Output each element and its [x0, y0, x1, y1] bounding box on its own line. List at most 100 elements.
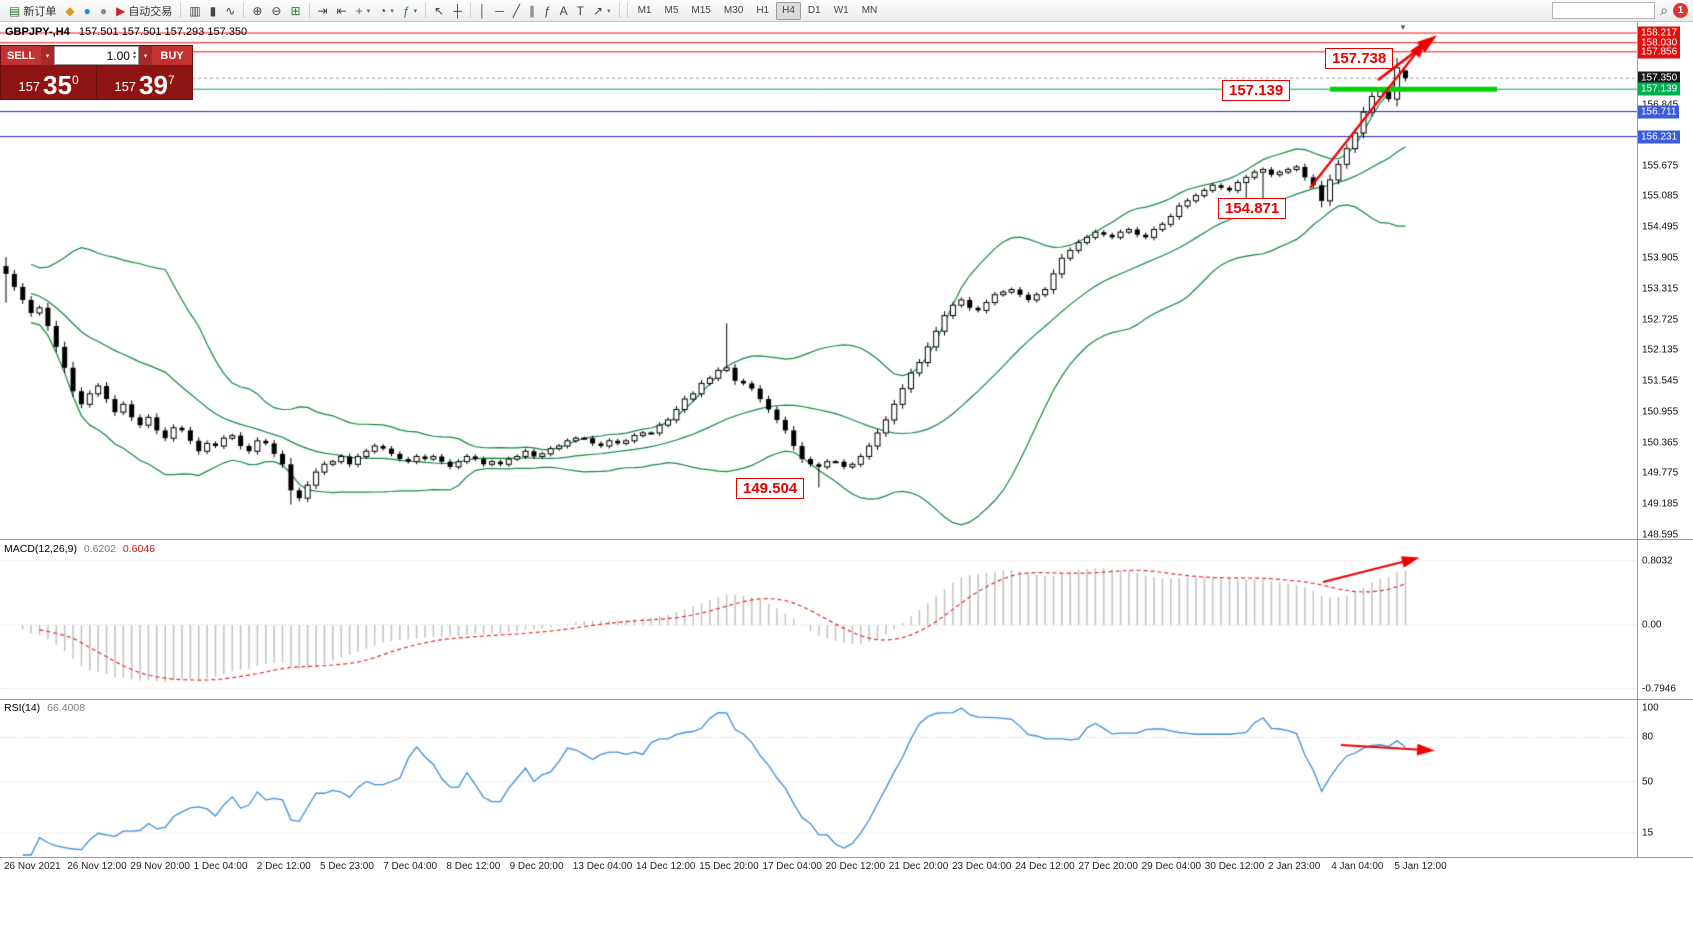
sell-caption[interactable]: SELL — [1, 46, 41, 65]
chart-shift-button[interactable]: ⇤ — [333, 2, 351, 20]
sell-button[interactable]: 157 35 0 — [1, 65, 97, 100]
timeframe-m15[interactable]: M15 — [691, 4, 711, 16]
volume-spinner[interactable]: ▴ ▾ — [132, 49, 136, 61]
time-axis-label: 15 Dec 20:00 — [699, 861, 759, 872]
arrows-tool[interactable]: ↗ ▾ — [589, 2, 615, 20]
macd-name: MACD(12,26,9) — [4, 543, 77, 555]
text-tool[interactable]: A — [556, 2, 572, 20]
toolbar-separator — [180, 3, 182, 18]
sell-options-dropdown[interactable]: ▾ — [41, 46, 54, 65]
chart-shift-marker[interactable]: ▼ — [1399, 23, 1407, 32]
time-axis-label: 4 Jan 04:00 — [1331, 861, 1384, 872]
fibonacci-tool-icon: ƒ — [543, 3, 551, 18]
price-line-label: 157.856 — [1638, 45, 1681, 59]
search-input[interactable] — [1552, 2, 1656, 19]
macd-scale-label: -0.7946 — [1642, 683, 1676, 695]
new-order-button[interactable]: ▤ 新订单 — [5, 2, 60, 20]
auto-scroll-button[interactable]: ⇥ — [314, 2, 332, 20]
timeframe-m1[interactable]: M1 — [637, 4, 652, 16]
macd-main-value: 0.6202 — [83, 543, 116, 555]
volume-up-icon[interactable]: ▴ — [132, 49, 136, 56]
buy-caption[interactable]: BUY — [152, 46, 192, 65]
macd-panel-canvas[interactable] — [0, 540, 1693, 699]
periods-menu-button-caret-icon: ▾ — [390, 7, 394, 15]
price-tick-label: 148.595 — [1642, 529, 1679, 541]
time-axis: 26 Nov 2021 26 Nov 12:00 29 Nov 20:00 1 Dec… — [0, 858, 1693, 882]
trendline-tool-icon: ╱ — [512, 3, 520, 18]
zoom-in-button[interactable]: ⊕ — [248, 2, 266, 20]
toolbar-separator — [425, 3, 427, 18]
new-chart-button[interactable]: + ▾ — [352, 2, 375, 20]
volume-down-icon[interactable]: ▾ — [132, 54, 136, 61]
trendline-tool[interactable]: ╱ — [509, 2, 524, 20]
new-order-button-label: 新订单 — [23, 5, 57, 18]
price-annotation[interactable]: 157.139 — [1222, 80, 1291, 101]
timeframe-w1[interactable]: W1 — [833, 4, 849, 16]
price-tick-label: 152.725 — [1642, 314, 1679, 326]
price-chart-canvas[interactable] — [0, 22, 1693, 539]
zoom-in-button-icon: ⊕ — [252, 3, 263, 18]
crosshair-tool[interactable]: ┼ — [449, 2, 466, 20]
autotrading-button-icon: ▶ — [116, 3, 126, 18]
time-axis-label: 29 Dec 04:00 — [1141, 861, 1202, 872]
profile-icon[interactable]: ● — [96, 2, 111, 20]
chart-screenshot-icon[interactable]: ◆ — [61, 2, 78, 20]
arrows-tool-icon: ↗ — [593, 3, 604, 18]
horizontal-line-tool[interactable]: ─ — [491, 2, 508, 20]
time-axis-label: 2 Jan 23:00 — [1268, 861, 1321, 872]
buy-options-dropdown[interactable]: ▾ — [139, 46, 152, 65]
buy-price-pips: 39 — [139, 70, 168, 100]
timeframe-d1[interactable]: D1 — [807, 4, 821, 16]
toolbar-separator — [626, 3, 628, 18]
toolbar-separator — [243, 3, 245, 18]
macd-signal-value: 0.6046 — [122, 543, 156, 555]
time-axis-label: 27 Dec 20:00 — [1078, 861, 1138, 872]
rsi-scale-label: 100 — [1642, 702, 1659, 714]
time-axis-label: 24 Dec 12:00 — [1015, 861, 1075, 872]
price-tick-label: 155.675 — [1642, 160, 1679, 172]
price-annotation[interactable]: 154.871 — [1218, 198, 1287, 219]
price-scale-divider — [1637, 22, 1638, 857]
time-axis-label: 13 Dec 04:00 — [572, 861, 633, 872]
indicators-button[interactable]: ƒ ▾ — [399, 2, 421, 20]
price-tick-label: 153.905 — [1642, 252, 1679, 264]
rsi-panel-canvas[interactable] — [0, 700, 1693, 857]
buy-button[interactable]: 157 39 7 — [97, 65, 192, 100]
autotrading-button[interactable]: ▶ 自动交易 — [112, 2, 176, 20]
time-axis-label: 5 Jan 12:00 — [1394, 861, 1447, 872]
autotrading-button-label: 自动交易 — [128, 5, 173, 18]
vertical-line-tool[interactable]: │ — [475, 2, 491, 20]
timeframe-m5[interactable]: M5 — [664, 4, 679, 16]
zoom-out-button[interactable]: ⊖ — [267, 2, 285, 20]
bar-chart-type-button[interactable]: ▥ — [185, 2, 204, 20]
toolbar: ▤ 新订单 ◆ ● ● ▶ 自动交易 ▥ ▮ ∿ ⊕ ⊖ ⊞ ⇥ ⇤ + ▾ ◔ ▾ ƒ ▾ ↖ ┼ │ ─ ╱ ∥ ƒ A T ↗ ▾ M1 M… — [0, 0, 1693, 22]
volume-input[interactable]: 1.00 ▴ ▾ — [54, 46, 139, 65]
price-tick-label: 154.495 — [1642, 221, 1679, 233]
candlestick-type-button[interactable]: ▮ — [206, 2, 221, 20]
timeframe-m30[interactable]: M30 — [723, 4, 744, 16]
time-axis-label: 2 Dec 12:00 — [256, 861, 311, 872]
community-icon[interactable]: ● — [80, 2, 95, 20]
price-line-label: 157.350 — [1638, 71, 1681, 85]
timeframe-h4[interactable]: H4 — [776, 1, 801, 20]
channel-tool[interactable]: ∥ — [525, 2, 539, 20]
tile-windows-button[interactable]: ⊞ — [286, 2, 304, 20]
macd-scale-label: 0.00 — [1642, 619, 1662, 631]
time-axis-label: 30 Dec 12:00 — [1204, 861, 1265, 872]
cursor-tool[interactable]: ↖ — [430, 2, 448, 20]
notification-badge[interactable]: 1 — [1673, 3, 1688, 18]
price-annotation[interactable]: 157.738 — [1325, 48, 1394, 69]
price-tick-label: 149.775 — [1642, 467, 1679, 479]
sell-price-fraction: 0 — [71, 73, 79, 87]
timeframe-mn[interactable]: MN — [861, 4, 878, 16]
fibonacci-tool[interactable]: ƒ — [540, 2, 555, 20]
chart-macd-divider — [0, 539, 1693, 540]
periods-menu-button[interactable]: ◔ ▾ — [375, 2, 398, 20]
price-annotation[interactable]: 149.504 — [736, 478, 805, 499]
price-line-label: 156.231 — [1638, 130, 1681, 144]
label-tool[interactable]: T — [573, 2, 588, 20]
timeframe-h1[interactable]: H1 — [756, 4, 770, 16]
line-chart-type-button[interactable]: ∿ — [221, 2, 239, 20]
search-icon[interactable]: ⌕ — [1660, 2, 1668, 18]
